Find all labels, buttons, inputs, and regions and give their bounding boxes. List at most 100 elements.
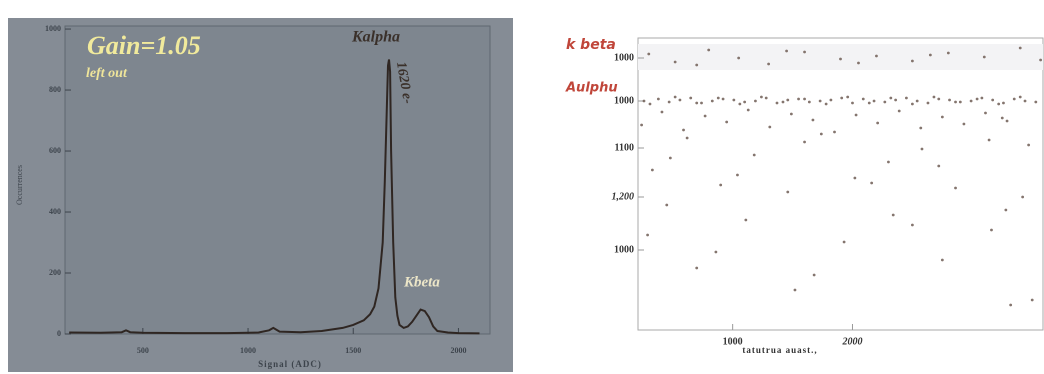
scatter-point: [667, 100, 671, 104]
plot-frame: [64, 25, 491, 335]
scatter-point: [738, 102, 742, 106]
x-tick-label: 1500: [345, 346, 361, 355]
scatter-point: [642, 99, 646, 103]
scatter-point: [819, 132, 823, 136]
scatter-point: [689, 96, 693, 100]
annotation: left out: [86, 66, 128, 81]
scatter-point: [695, 63, 699, 67]
band-shade: [638, 44, 1043, 70]
scatter-point: [984, 111, 987, 115]
scatter-point: [650, 168, 654, 172]
scatter-point: [732, 98, 736, 102]
scatter-point: [789, 112, 793, 116]
scatter-point: [775, 101, 779, 105]
scatter-point: [754, 99, 757, 103]
scatter-point: [889, 96, 893, 100]
annotation: Kbeta: [403, 274, 440, 290]
scatter-point: [673, 95, 677, 99]
y-tick-label: 1100: [615, 142, 634, 153]
x-tick-label: 500: [137, 346, 149, 355]
scatter-point: [829, 98, 833, 102]
y-tick-label: 1000: [614, 244, 634, 255]
scatter-point: [853, 176, 857, 180]
scatter-point: [646, 233, 649, 237]
scatter-point: [744, 218, 748, 222]
y-tick-label: 0: [57, 329, 61, 338]
scatter-point: [1018, 95, 1022, 99]
scatter-point: [954, 100, 957, 104]
scatter-point: [842, 240, 846, 244]
scatter-point: [920, 147, 924, 151]
scatter-point: [656, 97, 660, 101]
scatter-point: [660, 110, 664, 114]
scatter-point: [975, 97, 979, 101]
annotation: Aulphu: [565, 81, 618, 96]
scatter-point: [910, 102, 914, 106]
scatter-point: [824, 102, 828, 106]
scatter-point: [876, 121, 880, 125]
plot-frame: [637, 37, 1044, 331]
scatter-point: [990, 228, 993, 232]
x-tick-label: 1000: [240, 346, 256, 355]
scatter-point: [875, 54, 878, 58]
scatter-point: [1002, 101, 1005, 105]
scatter-point: [937, 164, 941, 168]
scatter-point: [958, 100, 962, 104]
scatter-point: [954, 186, 957, 190]
scatter-point: [803, 97, 806, 101]
scatter-point: [915, 99, 919, 103]
scatter-point: [1039, 58, 1043, 62]
scatter-point: [1018, 46, 1022, 50]
y-axis-label: Occurrences: [15, 165, 24, 205]
scatter-point: [948, 98, 951, 102]
scatter-point: [910, 223, 914, 227]
scatter-point: [1004, 208, 1008, 212]
scatter-point: [703, 114, 707, 118]
scatter-point: [818, 99, 822, 103]
scatter-point: [891, 213, 895, 217]
scatter-point: [695, 101, 699, 105]
scatter-point: [668, 156, 672, 160]
scatter-point: [640, 123, 643, 127]
scatter-point: [665, 203, 669, 207]
scatter-point: [991, 98, 995, 102]
y-tick-label: 800: [49, 85, 61, 94]
scatter-point: [910, 59, 914, 63]
scatter-point: [883, 100, 887, 104]
scatter-point: [685, 136, 689, 140]
scatter-point: [710, 99, 714, 103]
scatter-point: [786, 98, 790, 102]
scatter-point: [1034, 100, 1038, 104]
y-tick-label: 1000: [614, 95, 634, 106]
x-axis-label: Signal (ADC): [258, 359, 322, 369]
scatter-point: [1012, 97, 1016, 101]
scatter-point: [1005, 119, 1009, 123]
scatter-point: [678, 98, 682, 102]
x-tick-label: 1000: [723, 336, 743, 347]
scatter-point: [781, 100, 785, 104]
scatter-point: [725, 120, 729, 124]
scatter-point: [647, 52, 651, 56]
y-tick-label: 1000: [614, 52, 634, 63]
scatter-point: [812, 273, 816, 277]
scatter-point: [797, 97, 800, 101]
scatter-point: [987, 138, 991, 142]
scatter-point: [919, 126, 923, 130]
scatter-point: [926, 101, 930, 105]
x-tick-label: 2000: [841, 336, 862, 347]
scatter-point: [695, 266, 699, 270]
scatter-point: [894, 98, 898, 102]
scatter-point: [752, 153, 756, 157]
scatter-point: [736, 173, 739, 177]
scatter-point: [962, 122, 966, 126]
scatter-point: [767, 62, 771, 66]
x-tick-label: 2000: [450, 346, 466, 355]
scatter-point: [764, 96, 768, 100]
scatter-point: [716, 96, 720, 100]
scatter-point: [793, 288, 797, 292]
scatter-point: [905, 96, 908, 100]
scatter-point: [937, 97, 941, 101]
scatter-point: [700, 101, 703, 105]
y-tick-label: 1000: [45, 24, 61, 33]
